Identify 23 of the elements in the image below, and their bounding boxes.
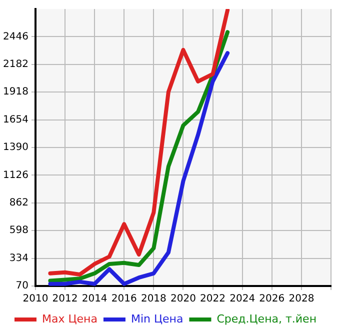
x-tick-label: 2026 [259,294,285,305]
x-tick-label: 2020 [170,294,196,305]
y-tick-label: 1918 [2,86,28,98]
y-tick-label: 70 [16,280,28,292]
x-tick-label: 2014 [82,294,108,305]
legend-label: Max Цена [42,312,98,326]
x-tick-label: 2022 [200,294,226,305]
y-tick-label: 598 [9,225,28,236]
y-tick-label: 334 [9,252,28,264]
y-tick-label: 862 [9,197,28,208]
y-tick-label: 1654 [2,114,28,126]
y-tick-label: 2182 [2,58,28,70]
y-tick-label: 2446 [2,31,28,42]
x-tick-label: 2024 [230,294,256,305]
x-tick-label: 2028 [288,294,314,305]
y-tick-label: 1390 [2,142,28,154]
x-tick-label: 2016 [111,294,137,305]
y-tick-label: 1126 [2,170,28,181]
legend-label: Min Цена [130,312,184,326]
x-tick-label: 2012 [52,294,78,305]
x-tick-label: 2010 [22,294,48,305]
x-tick-label: 2018 [140,294,166,305]
legend-label: Сред.Цена, т.йен [216,312,317,326]
